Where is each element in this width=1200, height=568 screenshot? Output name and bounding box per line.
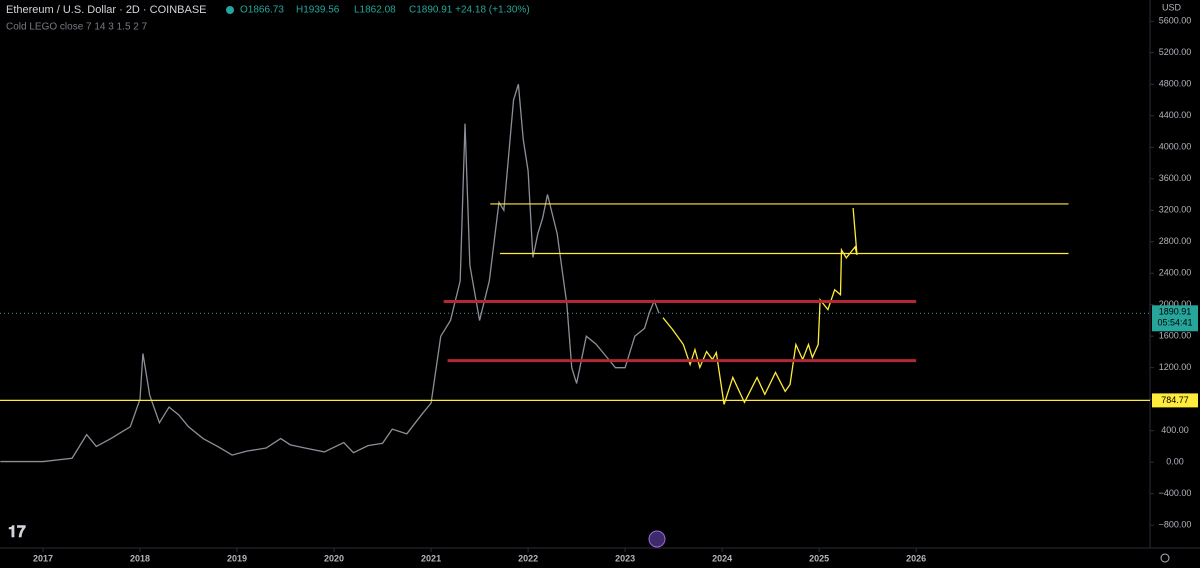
level-label-box [1152,393,1198,408]
ohlc-open: O1866.73 [240,5,284,16]
event-icon[interactable] [648,530,666,548]
x-tick-label: 2024 [712,553,732,563]
y-tick-label: 1200.00 [1159,362,1192,372]
x-tick-label: 2017 [33,553,53,563]
countdown-label: 05:54:41 [1157,318,1192,328]
x-tick-label: 2025 [809,553,829,563]
y-tick-label: 4000.00 [1159,142,1192,152]
status-dot [226,6,234,14]
y-tick-label: 4800.00 [1159,79,1192,89]
y-tick-label: 5200.00 [1159,47,1192,57]
x-tick-label: 2021 [421,553,441,563]
last-price-label: 1890.91 [1159,307,1192,317]
indicator-label[interactable]: Cold LEGO close 7 14 3 1.5 2 7 [6,22,148,33]
y-tick-label: 3200.00 [1159,205,1192,215]
y-tick-label: 4400.00 [1159,110,1192,120]
level-label: 784.77 [1161,395,1189,405]
price-line [662,207,858,405]
x-tick-label: 2023 [615,553,635,563]
ohlc-high: H1939.56 [296,5,340,16]
y-tick-label: 3600.00 [1159,173,1192,183]
x-tick-label: 2026 [906,553,926,563]
ohlc-low: L1862.08 [354,5,396,16]
y-tick-label: −400.00 [1159,488,1192,498]
y-tick-label: 2800.00 [1159,236,1192,246]
last-price-box [1152,305,1198,332]
ohlc-close: C1890.91 +24.18 (+1.30%) [409,5,530,16]
x-tick-label: 2018 [130,553,150,563]
settings-icon[interactable] [1160,553,1170,563]
y-tick-label: −800.00 [1159,520,1192,530]
chart-title: Ethereum / U.S. Dollar · 2D · COINBASE [6,4,207,16]
y-tick-label: 2000.00 [1159,299,1192,309]
x-tick-label: 2019 [227,553,247,563]
x-tick-label: 2022 [518,553,538,563]
y-tick-label: 400.00 [1161,425,1189,435]
currency-label[interactable]: USD [1162,2,1182,12]
price-line [0,84,660,463]
y-tick-label: 2400.00 [1159,268,1192,278]
logo: 𝟏𝟕 [8,524,26,541]
y-tick-label: 0.00 [1166,457,1184,467]
x-tick-label: 2020 [324,553,344,563]
y-tick-label: 1600.00 [1159,331,1192,341]
y-tick-label: 5600.00 [1159,16,1192,26]
